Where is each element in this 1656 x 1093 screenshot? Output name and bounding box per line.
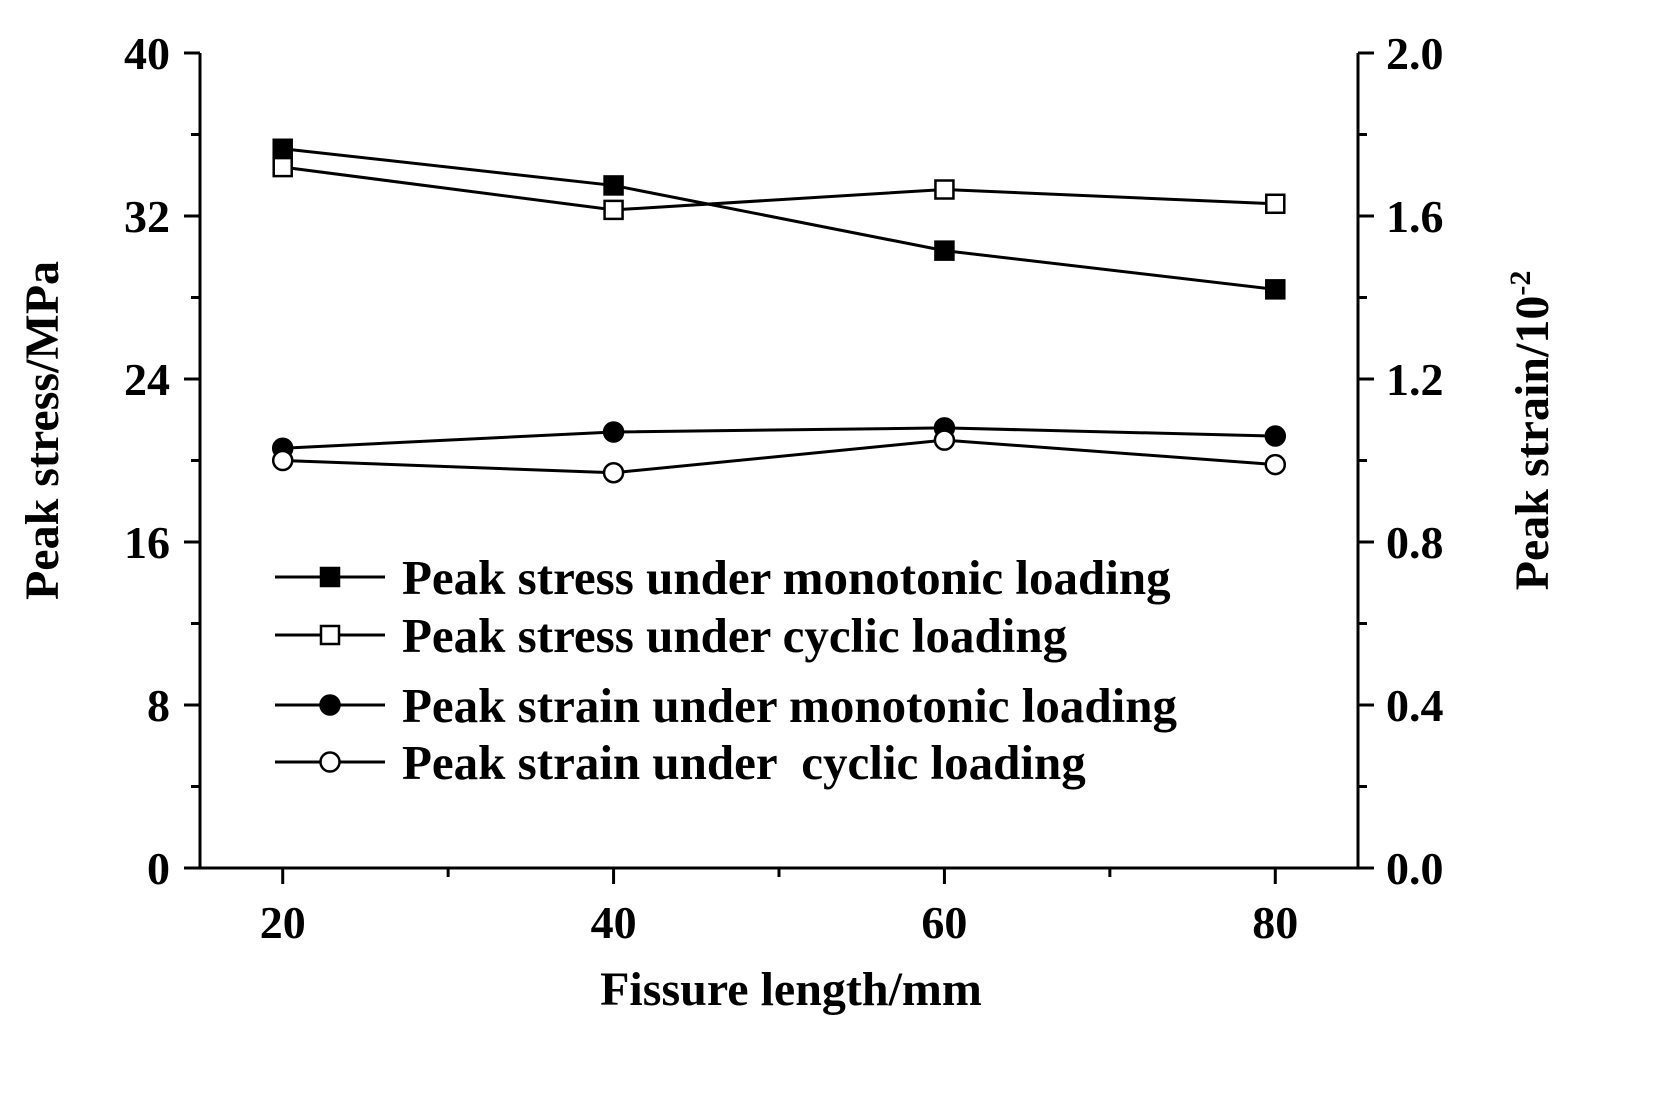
y-left-tick-label: 32 xyxy=(124,191,170,242)
series-3 xyxy=(271,417,1287,460)
series-line xyxy=(282,438,1276,475)
legend-item: Peak strain under monotonic loading xyxy=(275,678,1178,733)
data-point xyxy=(934,240,955,261)
legend-label: Peak strain under monotonic loading xyxy=(402,678,1178,733)
data-point xyxy=(1264,453,1287,476)
y-left-tick-label: 0 xyxy=(147,843,170,894)
x-tick-label: 20 xyxy=(260,897,306,948)
data-point xyxy=(272,138,293,160)
y-left-axis-title: Peak stress/MPa xyxy=(16,261,69,600)
y-right-tick-label: 0.8 xyxy=(1386,517,1444,568)
y-left-tick-label: 16 xyxy=(124,517,170,568)
x-axis-title: Fissure length/mm xyxy=(600,963,982,1016)
legend-label: Peak stress under monotonic loading xyxy=(402,550,1171,605)
y-left-tick-label: 40 xyxy=(124,28,170,79)
data-point xyxy=(603,199,624,221)
data-point xyxy=(933,429,956,451)
legend-marker xyxy=(319,751,341,773)
legend-item: Peak stress under cyclic loading xyxy=(275,608,1068,663)
y-left-tick-label: 8 xyxy=(147,680,170,731)
y-right-tick-label: 0.4 xyxy=(1386,680,1444,731)
data-point xyxy=(1265,279,1286,300)
legend-marker xyxy=(319,624,341,646)
data-point xyxy=(602,421,625,443)
series-layer xyxy=(271,138,1287,484)
data-point xyxy=(602,461,625,484)
y-right-axis-title: Peak strain/10-2 xyxy=(1504,271,1559,591)
legend-item: Peak strain under cyclic loading xyxy=(275,735,1086,790)
x-tick-label: 80 xyxy=(1252,897,1298,948)
x-tick-label: 40 xyxy=(591,897,637,948)
legend-item: Peak stress under monotonic loading xyxy=(275,550,1171,605)
data-point xyxy=(1264,425,1287,447)
series-1 xyxy=(272,138,1286,300)
series-line xyxy=(282,147,1276,291)
series-line xyxy=(282,426,1276,450)
series-line xyxy=(282,165,1276,212)
y-right-tick-label: 1.6 xyxy=(1386,191,1444,242)
legend: Peak stress under monotonic loadingPeak … xyxy=(275,550,1178,790)
legend-label: Peak stress under cyclic loading xyxy=(402,608,1068,663)
y-right-title-exponent: -2 xyxy=(1504,271,1537,296)
legend-marker xyxy=(319,694,341,716)
legend-marker xyxy=(319,566,341,588)
y-right-tick-label: 0.0 xyxy=(1386,843,1444,894)
data-point xyxy=(603,175,624,196)
y-right-title-base: Peak strain/10 xyxy=(1506,296,1559,591)
y-right-tick-label: 2.0 xyxy=(1386,28,1444,79)
data-point xyxy=(934,179,955,200)
series-2 xyxy=(272,156,1286,221)
axes: 0 8 16 24 32 40 0.0 0.4 0.8 1.2 1.6 2.0 20 40 60 80 xyxy=(124,28,1444,948)
data-point xyxy=(272,156,293,178)
y-left-tick-label: 24 xyxy=(124,354,170,405)
data-point xyxy=(1265,193,1286,215)
x-tick-label: 60 xyxy=(921,897,967,948)
data-point xyxy=(271,449,294,472)
series-4 xyxy=(271,429,1287,484)
legend-label: Peak strain under cyclic loading xyxy=(402,735,1086,790)
y-right-tick-label: 1.2 xyxy=(1386,354,1444,405)
